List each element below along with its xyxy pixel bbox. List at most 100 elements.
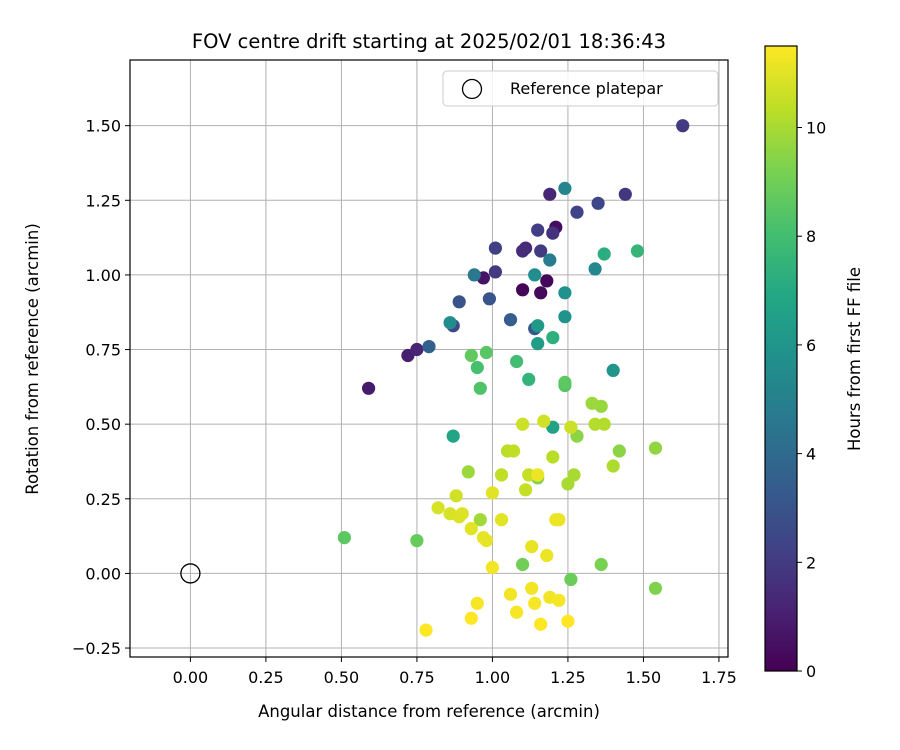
data-point [558,286,572,300]
data-point [552,513,566,527]
data-point [594,557,608,572]
data-point [446,429,460,443]
data-point [522,372,536,386]
colorbar-tick-label: 0 [806,662,816,681]
data-point [606,363,620,377]
colorbar-label: Hours from first FF file [845,267,864,451]
data-point [410,342,424,357]
data-point [452,295,466,309]
data-point [485,560,499,575]
data-point [525,540,539,554]
data-point [516,283,530,297]
y-tick-label: −0.25 [72,639,121,658]
legend-box [442,70,719,107]
data-point [534,286,548,300]
data-point [597,417,611,431]
colorbar-tick-label: 6 [806,336,816,355]
data-point [676,119,690,133]
x-tick-label: 0.50 [324,668,360,687]
data-point [488,241,502,255]
data-point [455,507,469,521]
data-point [516,417,530,431]
data-point [537,414,551,428]
data-point [485,486,499,500]
data-point [528,268,542,282]
data-point [419,623,433,637]
x-tick-label: 1.50 [626,668,662,687]
data-point [464,348,478,363]
colorbar-tick-label: 2 [806,553,816,572]
y-tick-label: 1.25 [85,191,121,210]
data-point [470,360,484,375]
data-point [597,247,611,261]
data-point [546,226,560,240]
data-point [561,614,575,628]
data-point [531,319,545,333]
data-point [470,596,484,610]
grid [130,60,728,657]
data-point [410,534,424,548]
reference-platepar-marker [180,563,201,584]
data-point [503,587,518,601]
data-point [585,396,599,410]
data-point [546,331,560,345]
x-tick-label: 1.25 [550,668,586,687]
data-point [606,459,620,473]
data-point [516,244,530,258]
x-tick-label: 0.75 [399,668,435,687]
data-point [618,187,632,201]
data-point [443,316,457,330]
x-tick-label: 1.00 [475,668,511,687]
colorbar-tick-label: 8 [806,227,816,246]
data-point [540,274,554,288]
y-tick-label: 0.75 [85,341,121,360]
data-point [588,262,602,276]
reference-marker-group [180,563,201,584]
plot-frame [129,59,729,658]
y-tick-label: 0.25 [85,490,121,509]
data-point [588,417,602,431]
chart-title: FOV centre drift starting at 2025/02/01 … [192,30,666,53]
legend: Reference platepar [442,70,719,107]
data-point [567,468,581,482]
data-point [337,531,351,545]
y-tick-label: 0.00 [85,564,121,583]
data-point [422,340,436,354]
data-point [648,441,663,455]
data-points [337,119,690,637]
colorbar [764,45,798,672]
data-point [564,420,578,434]
data-point [525,581,539,595]
x-tick-label: 1.75 [701,668,737,687]
data-point [534,617,548,631]
data-point [558,310,572,324]
data-point [543,253,557,267]
data-point [503,313,518,327]
data-point [543,187,557,201]
y-tick-label: 1.00 [85,266,121,285]
data-point [528,596,542,610]
data-point [464,611,478,625]
data-point [591,196,605,210]
data-point [509,605,524,619]
data-point [479,345,493,360]
data-point [540,548,554,563]
data-point [519,483,533,497]
data-point [531,223,545,237]
y-tick-label: 0.50 [85,415,121,434]
data-point [461,465,475,479]
x-tick-label: 0.00 [173,668,209,687]
data-point [509,354,524,369]
data-point [546,450,560,464]
data-point [464,522,478,536]
legend-entry-reference: Reference platepar [510,79,663,98]
data-point [494,513,509,527]
x-tick-label: 0.25 [248,668,284,687]
data-point [564,572,578,587]
data-point [531,337,545,351]
y-tick-label: 1.50 [85,117,121,136]
data-point [506,444,521,458]
data-point [558,181,572,195]
